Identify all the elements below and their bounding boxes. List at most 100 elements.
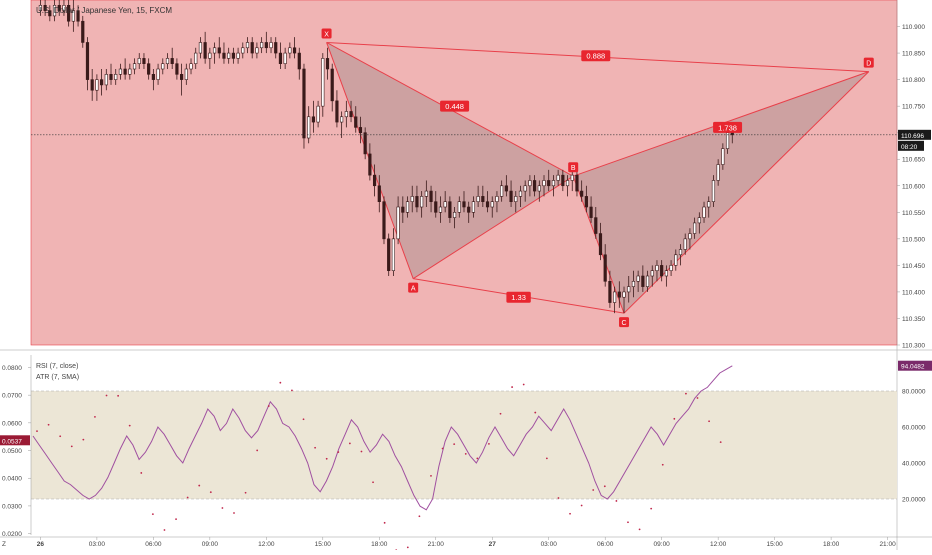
ratio-badge [581,50,611,62]
candle-body [598,233,603,256]
candle-body [655,265,659,271]
atr-dot [534,411,537,414]
price-axis-label: 110.900 [902,24,925,31]
atr-dot [545,457,548,460]
atr-dot [499,412,502,415]
time-axis-label: 15:00 [766,541,783,548]
atr-dot [661,463,664,466]
atr-dot [569,512,571,515]
candle-body [452,212,457,218]
atr-dot [36,430,38,433]
candle-body [716,164,720,181]
candle-body [730,132,734,136]
pattern-point-badge [619,317,630,328]
time-axis-label: 09:00 [654,541,671,548]
atr-dot [82,438,85,441]
atr-dot [696,397,699,399]
time-axis-label: 06:00 [597,541,614,548]
candle-body [664,270,668,277]
atr-dot [673,417,676,420]
atr-dot [476,457,479,460]
pattern-point-label: X [324,31,329,38]
atr-dot [256,449,259,452]
candle-body [236,52,240,59]
atr-dot [592,489,595,491]
candle-body [128,68,132,75]
price-axis-label: 110.300 [902,343,925,350]
candle-body [702,206,706,218]
candle-body [90,79,94,91]
candle-body [100,79,104,86]
candle-body [443,201,447,208]
atr-dot [186,496,189,499]
atr-dot [337,451,340,453]
candle-body [292,47,297,54]
candle-body [547,180,551,187]
candle-body [38,5,43,11]
current-price-badge [898,129,931,140]
pattern-xab-fill [326,42,574,279]
countdown-label: 08:20 [901,144,918,151]
ratio-label: 1.738 [718,123,737,132]
candle-body [184,68,188,80]
candle-body [368,153,372,176]
atr-dot [59,435,62,438]
atr-dot [302,418,305,421]
candle-body [514,196,518,202]
candle-body [109,74,113,80]
candle-body [457,201,461,213]
candle-body [161,63,165,70]
candle-body [660,265,664,277]
candle-body [528,180,532,187]
rsi-axis-label: 60.0000 [902,425,926,432]
price-axis-label: 110.450 [902,263,925,270]
candle-body [208,52,212,59]
atr-dot [383,521,386,524]
candle-body [424,190,428,197]
atr-dot [348,442,351,445]
atr-dot [615,500,618,502]
candle-body [335,100,339,123]
candle-body [372,174,377,187]
candle-body [678,249,683,256]
atr-dot [650,507,653,510]
candle-body [142,58,146,64]
pattern-point-badge [321,28,332,39]
candle-body [509,190,513,202]
candle-body [377,185,381,202]
time-axis-label: 21:00 [879,541,896,548]
time-axis-label: 03:00 [541,541,558,548]
candle-body [245,42,250,49]
candle-body [48,10,52,17]
price-axis-label: 110.550 [902,210,925,217]
candle-body [542,180,546,187]
rsi-axis-label: 80.0000 [902,389,926,396]
atr-dot [522,383,525,386]
atr-dot [638,528,641,531]
candle-body [420,196,424,208]
candle-body [363,132,367,155]
atr-dot [233,512,235,514]
atr-dot [140,472,143,474]
candle-body [711,180,716,202]
time-axis-label: 27 [489,541,497,548]
atr-dot [441,447,444,450]
atr-dot [511,386,514,388]
time-axis-label: 09:00 [202,541,219,548]
candle-body [302,68,306,139]
candle-body [707,201,711,208]
candle-body [462,201,466,208]
rsi-axis-label: 20.0000 [902,497,926,504]
candle-body [476,196,480,202]
candle-body [523,185,527,192]
candle-body [504,185,508,192]
candle-body [641,275,645,287]
atr-dot [163,529,166,531]
candle-body [570,174,574,181]
atr-dot [244,491,247,494]
candle-body [636,275,640,282]
time-axis-label: 12:00 [710,541,727,548]
candle-body [147,63,151,75]
